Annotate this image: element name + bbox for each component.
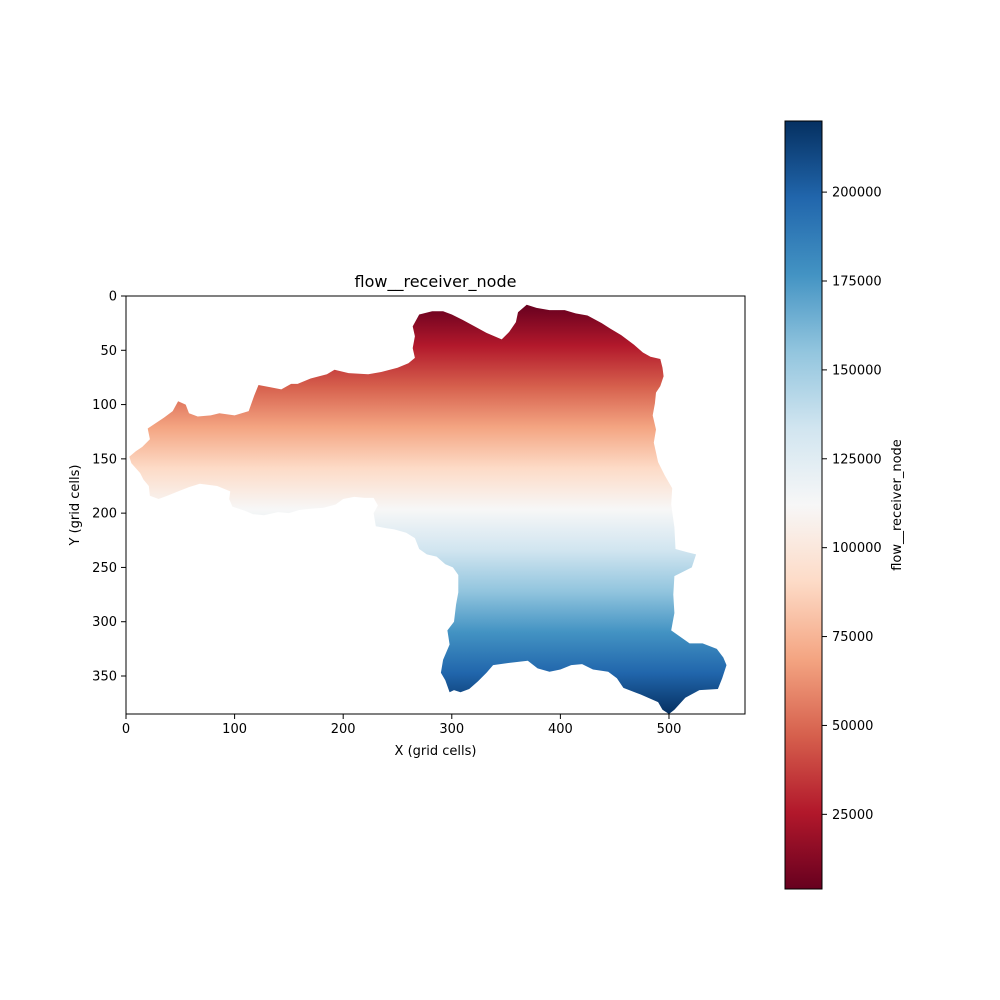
colorbar-tick-label: 200000 xyxy=(832,186,882,201)
x-tick-label: 300 xyxy=(439,722,464,737)
y-tick-label: 50 xyxy=(100,344,117,359)
colorbar-tick-label: 125000 xyxy=(832,452,882,467)
plot-frame xyxy=(125,295,746,715)
y-tick-label: 0 xyxy=(109,290,117,305)
colorbar-label: flow__receiver_node xyxy=(890,439,905,571)
colorbar-ticks: 25000 50000 75000 100000 125000 150000 175000 2… xyxy=(822,186,882,823)
watershed-heatmap xyxy=(129,304,727,714)
colorbar-frame xyxy=(784,120,823,890)
x-axis: 0 100 200 300 400 500 xyxy=(122,714,682,737)
colorbar-tick-label: 25000 xyxy=(832,808,873,823)
y-tick-label: 250 xyxy=(92,561,117,576)
y-tick-label: 350 xyxy=(92,670,117,685)
colorbar-tick-label: 75000 xyxy=(832,630,873,645)
x-tick-label: 100 xyxy=(222,722,247,737)
colorbar-tick-label: 175000 xyxy=(832,275,882,290)
x-tick-label: 500 xyxy=(657,722,682,737)
y-axis-label: Y (grid cells) xyxy=(68,465,83,547)
y-tick-label: 100 xyxy=(92,398,117,413)
colorbar-tick-label: 100000 xyxy=(832,541,882,556)
x-tick-label: 200 xyxy=(331,722,356,737)
y-tick-label: 300 xyxy=(92,615,117,630)
x-axis-label: X (grid cells) xyxy=(395,744,477,759)
y-axis: 0 50 100 150 200 250 300 350 xyxy=(92,290,126,685)
colorbar-gradient xyxy=(785,121,822,889)
y-tick-label: 200 xyxy=(92,507,117,522)
colorbar-tick-label: 150000 xyxy=(832,363,882,378)
colorbar: 25000 50000 75000 100000 125000 150000 175000 2… xyxy=(784,120,882,890)
x-tick-label: 0 xyxy=(122,722,130,737)
y-tick-label: 150 xyxy=(92,452,117,467)
chart-title: flow__receiver_node xyxy=(355,272,517,292)
x-tick-label: 400 xyxy=(548,722,573,737)
colorbar-tick-label: 50000 xyxy=(832,719,873,734)
